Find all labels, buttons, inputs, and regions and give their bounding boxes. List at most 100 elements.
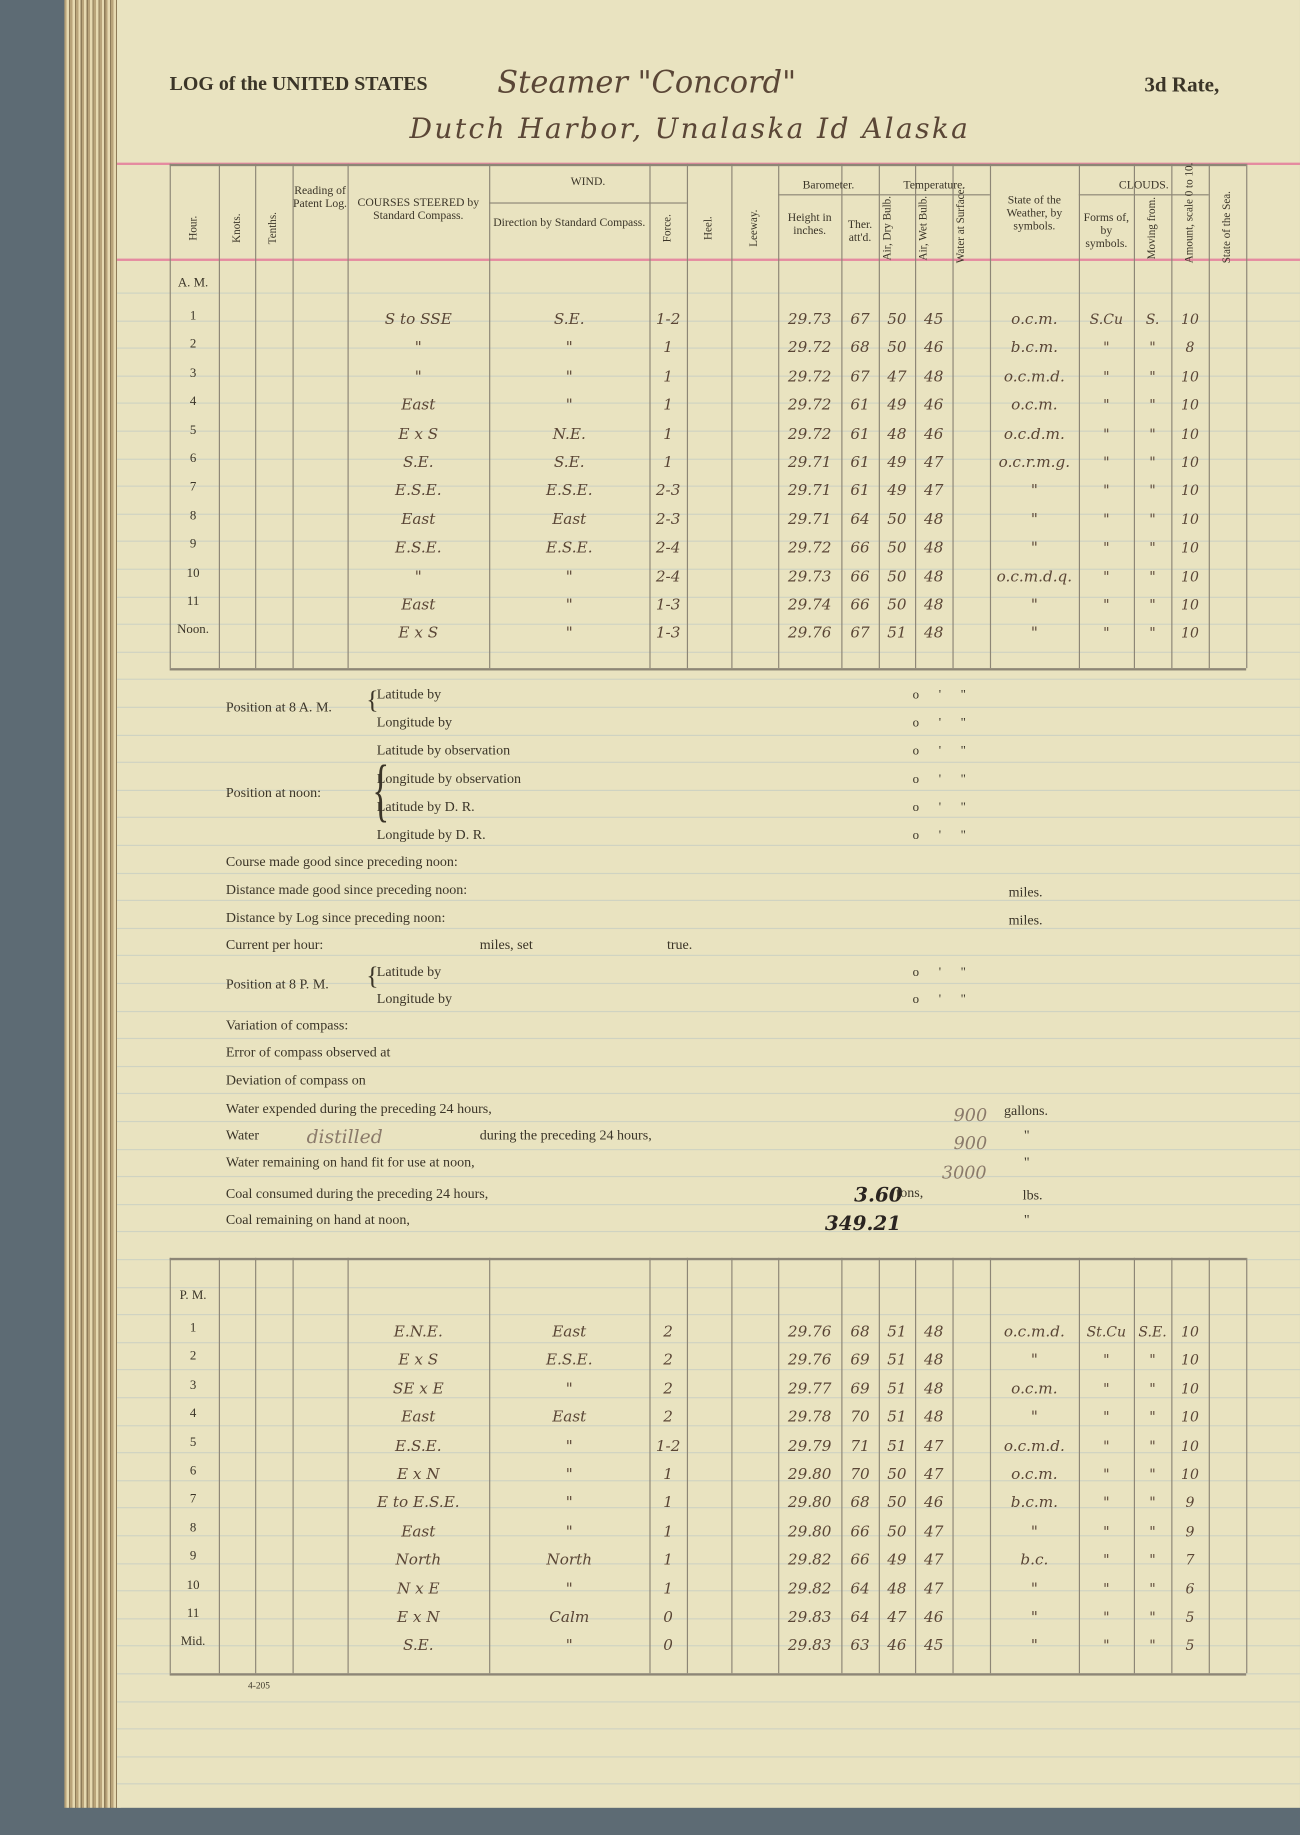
column-header-forms: Forms of, by symbols.: [1083, 211, 1130, 251]
cell-ther: 68: [850, 1494, 870, 1513]
table-bottom-border: [169, 1673, 1247, 1676]
ruled-line: [117, 651, 1300, 653]
dms-marks: o ' ": [912, 688, 966, 703]
column-line: [952, 1257, 954, 1674]
cell-cloud-amount: 6: [1185, 1580, 1195, 1597]
coal-consumed-value: 3.60: [854, 1184, 903, 1208]
cell-cloud-forms: ": [1103, 425, 1110, 442]
cell-cloud-amount: 10: [1181, 511, 1199, 528]
cell-course: S.E.: [402, 453, 434, 472]
column-line: [292, 163, 294, 669]
cell-cloud-moving: ": [1149, 625, 1156, 642]
form-number: 4-205: [248, 1680, 270, 1691]
cell-cloud-moving: ": [1149, 1523, 1156, 1540]
ruled-line: [117, 761, 1300, 764]
cell-cloud-forms: ": [1103, 482, 1110, 499]
cell-cloud-moving: ": [1149, 1580, 1156, 1597]
cell-air-wet: 48: [924, 625, 944, 643]
hour-cell: 10: [186, 565, 200, 580]
cell-air-wet: 48: [924, 596, 944, 615]
current-per-hour: Current per hour:: [225, 936, 324, 953]
cell-cloud-forms: ": [1103, 596, 1110, 614]
cell-course: SE x E: [392, 1380, 444, 1399]
column-line: [731, 163, 733, 669]
column-line: [1171, 1257, 1173, 1674]
cell-course: S to SSE: [384, 311, 452, 329]
cell-cloud-forms: ": [1103, 1551, 1110, 1569]
cell-ther: 71: [850, 1437, 870, 1456]
cell-cloud-forms: ": [1103, 1380, 1110, 1397]
cell-barometer: 29.71: [787, 453, 832, 472]
cell-barometer: 29.80: [787, 1466, 832, 1484]
cell-cloud-moving: ": [1149, 1494, 1156, 1512]
ruled-line: [117, 596, 1300, 598]
hour-cell: 2: [189, 337, 197, 352]
cell-cloud-forms: S.Cu: [1089, 311, 1124, 328]
cell-cloud-amount: 10: [1181, 396, 1199, 414]
cell-barometer: 29.74: [787, 596, 832, 615]
cell-air-dry: 50: [887, 1523, 907, 1541]
cell-cloud-forms: ": [1103, 1494, 1110, 1512]
cell-barometer: 29.76: [787, 1323, 832, 1341]
cell-weather: b.c.m.: [1010, 339, 1058, 358]
cell-wind-direction: ": [565, 339, 573, 358]
ruled-line: [117, 844, 1300, 846]
cell-air-wet: 46: [924, 425, 944, 443]
cell-air-dry: 50: [887, 339, 907, 358]
cell-weather: o.c.r.m.g.: [998, 453, 1071, 472]
cell-course: E x N: [396, 1608, 440, 1627]
cell-force: 1: [663, 339, 673, 358]
column-header-height: Height in inches.: [787, 211, 832, 238]
cell-force: 1: [663, 1494, 673, 1513]
cell-barometer: 29.78: [787, 1409, 832, 1427]
column-line: [292, 1257, 294, 1674]
column-header-water: Water at Surface.: [955, 186, 968, 264]
cell-air-wet: 48: [924, 1380, 944, 1399]
cell-cloud-amount: 5: [1185, 1637, 1195, 1654]
cell-air-dry: 51: [887, 1351, 907, 1370]
ruled-line: [117, 872, 1300, 874]
hour-cell: 3: [189, 1378, 197, 1393]
cell-weather: ": [1030, 1409, 1038, 1427]
cell-wind-direction: North: [546, 1551, 593, 1570]
lon-label: Longitude by: [376, 989, 453, 1007]
cell-barometer: 29.83: [787, 1637, 832, 1655]
cell-force: 1: [663, 1580, 673, 1598]
hour-cell: 4: [189, 1406, 197, 1421]
ruled-line: [117, 734, 1300, 736]
ruled-line: [117, 1507, 1300, 1509]
cell-air-dry: 51: [887, 625, 907, 643]
period-label: P. M.: [179, 1288, 207, 1303]
cell-force: 1-3: [655, 625, 681, 643]
cell-cloud-forms: St.Cu: [1086, 1323, 1127, 1340]
cell-ther: 64: [850, 1580, 870, 1598]
cell-weather: o.c.m.d.: [1003, 368, 1065, 386]
cell-barometer: 29.72: [787, 368, 832, 386]
cell-cloud-moving: S.: [1145, 311, 1160, 328]
column-header-barometer: Barometer.: [802, 179, 855, 192]
cell-ther: 66: [850, 568, 870, 586]
cell-cloud-amount: 5: [1185, 1608, 1195, 1626]
cell-air-dry: 49: [887, 396, 907, 415]
ruled-line: [117, 292, 1300, 294]
cell-cloud-moving: ": [1149, 1608, 1156, 1626]
dms-marks: o ' ": [912, 992, 966, 1007]
cell-air-wet: 48: [924, 539, 944, 558]
cell-cloud-amount: 9: [1185, 1523, 1195, 1540]
cell-weather: o.c.m.: [1011, 1466, 1058, 1484]
hour-cell: Mid.: [180, 1635, 206, 1650]
cell-air-dry: 50: [887, 1466, 907, 1484]
cell-cloud-moving: ": [1149, 1351, 1156, 1369]
column-line: [915, 1257, 917, 1674]
cell-cloud-forms: ": [1103, 368, 1110, 385]
cell-cloud-moving: ": [1149, 1437, 1156, 1454]
hour-cell: Noon.: [177, 622, 209, 637]
column-header-courses: COURSES STEERED by Standard Compass.: [357, 196, 480, 223]
lbs-unit: lbs.: [1022, 1186, 1043, 1203]
cell-air-dry: 47: [887, 368, 907, 386]
cell-air-dry: 50: [887, 568, 907, 586]
log-title: LOG of the UNITED STATES: [169, 72, 428, 95]
cell-course: E.N.E.: [393, 1323, 443, 1341]
column-header-patent_log: Reading of Patent Log.: [293, 184, 347, 211]
